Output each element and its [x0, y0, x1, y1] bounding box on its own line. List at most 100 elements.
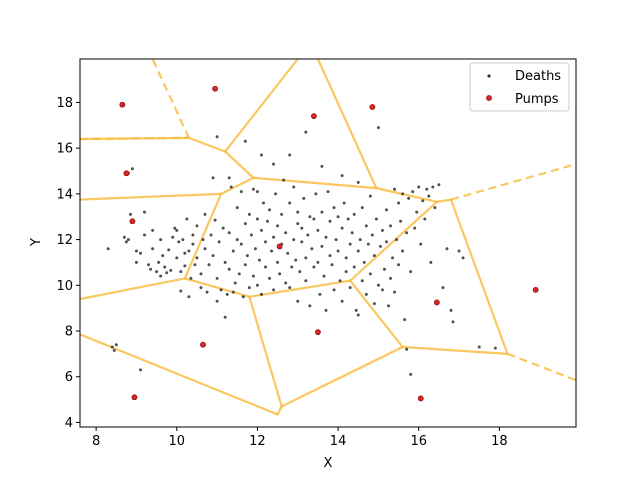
y-tick-label: 12 [56, 233, 73, 248]
x-axis: 8 10 12 14 16 18 [92, 427, 508, 449]
y-axis-title: Y [29, 238, 44, 247]
x-tick-label: 14 [330, 434, 347, 449]
deaths-series [106, 126, 497, 376]
death-point [284, 231, 288, 235]
death-point [223, 315, 227, 319]
death-point [233, 281, 237, 285]
death-point [227, 267, 231, 271]
pump-point [131, 394, 138, 401]
death-point [372, 254, 376, 258]
death-point [302, 196, 306, 200]
voronoi-edge [401, 345, 509, 355]
death-point [215, 135, 219, 139]
death-point [324, 235, 328, 239]
death-point [175, 228, 179, 232]
death-point [191, 242, 195, 246]
death-point [461, 256, 465, 260]
voronoi-edge [80, 277, 186, 301]
death-point [306, 233, 310, 237]
death-point [276, 260, 280, 264]
voronoi-overlay [80, 59, 576, 416]
death-point [225, 292, 229, 296]
pump-point [276, 243, 283, 250]
pump-point [119, 101, 126, 108]
pump-point [532, 286, 539, 293]
voronoi-edge [449, 198, 509, 355]
death-point [268, 276, 272, 280]
death-point [374, 217, 378, 221]
pump-point [310, 113, 317, 120]
y-tick-label: 10 [56, 279, 73, 294]
death-point [159, 274, 163, 278]
death-point [350, 231, 354, 235]
y-tick-label: 8 [65, 325, 73, 340]
x-tick-label: 12 [249, 434, 266, 449]
y-tick-label: 18 [56, 96, 73, 111]
death-point [358, 238, 362, 242]
voronoi-edge-dashed [80, 136, 189, 141]
death-point [249, 233, 253, 237]
pump-point [433, 299, 440, 306]
death-point [397, 201, 401, 205]
death-point [395, 238, 399, 242]
death-point [300, 226, 304, 230]
death-point [332, 288, 336, 292]
death-point [292, 185, 296, 189]
plot-area-frame [79, 58, 577, 428]
voronoi-edge [80, 333, 279, 416]
voronoi-edge-dashed [507, 352, 576, 382]
death-point [364, 292, 368, 296]
death-point [255, 190, 259, 194]
death-point [411, 190, 415, 194]
voronoi-edge [248, 295, 283, 408]
death-point [149, 267, 153, 271]
death-point [183, 264, 187, 268]
death-point [356, 249, 360, 253]
death-point [449, 308, 453, 312]
death-point [312, 265, 316, 269]
death-point [389, 276, 393, 280]
death-point [352, 212, 356, 216]
death-point [338, 279, 342, 283]
death-point [380, 288, 384, 292]
x-tick-label: 18 [491, 434, 508, 449]
death-point [235, 238, 239, 242]
death-point [409, 270, 413, 274]
death-point [157, 260, 161, 264]
voronoi-edge [80, 192, 223, 201]
death-point [257, 258, 261, 262]
death-point [239, 190, 243, 194]
death-point [417, 185, 421, 189]
x-tick-label: 16 [410, 434, 427, 449]
death-point [219, 288, 223, 292]
y-tick-label: 14 [56, 187, 73, 202]
death-point [346, 217, 350, 221]
death-point [393, 187, 397, 191]
death-point [276, 224, 280, 228]
death-point [391, 256, 395, 260]
death-point [263, 265, 267, 269]
death-point [259, 292, 263, 296]
death-point [193, 263, 197, 267]
death-point [245, 254, 249, 258]
death-point [290, 265, 294, 269]
death-point [304, 130, 308, 134]
death-point [296, 210, 300, 214]
death-point [138, 251, 142, 255]
death-point [266, 219, 270, 223]
death-point [217, 240, 221, 244]
pump-point [417, 395, 424, 402]
death-point [322, 274, 326, 278]
death-point [308, 304, 312, 308]
pump-point [123, 170, 130, 177]
death-point [389, 224, 393, 228]
death-point [159, 238, 163, 242]
voronoi-edge [220, 176, 255, 195]
death-point [433, 206, 437, 210]
voronoi-edge [252, 176, 378, 190]
death-point [310, 247, 314, 251]
death-point [280, 212, 284, 216]
death-point [441, 286, 445, 290]
death-point [203, 247, 207, 251]
death-point [227, 176, 231, 180]
